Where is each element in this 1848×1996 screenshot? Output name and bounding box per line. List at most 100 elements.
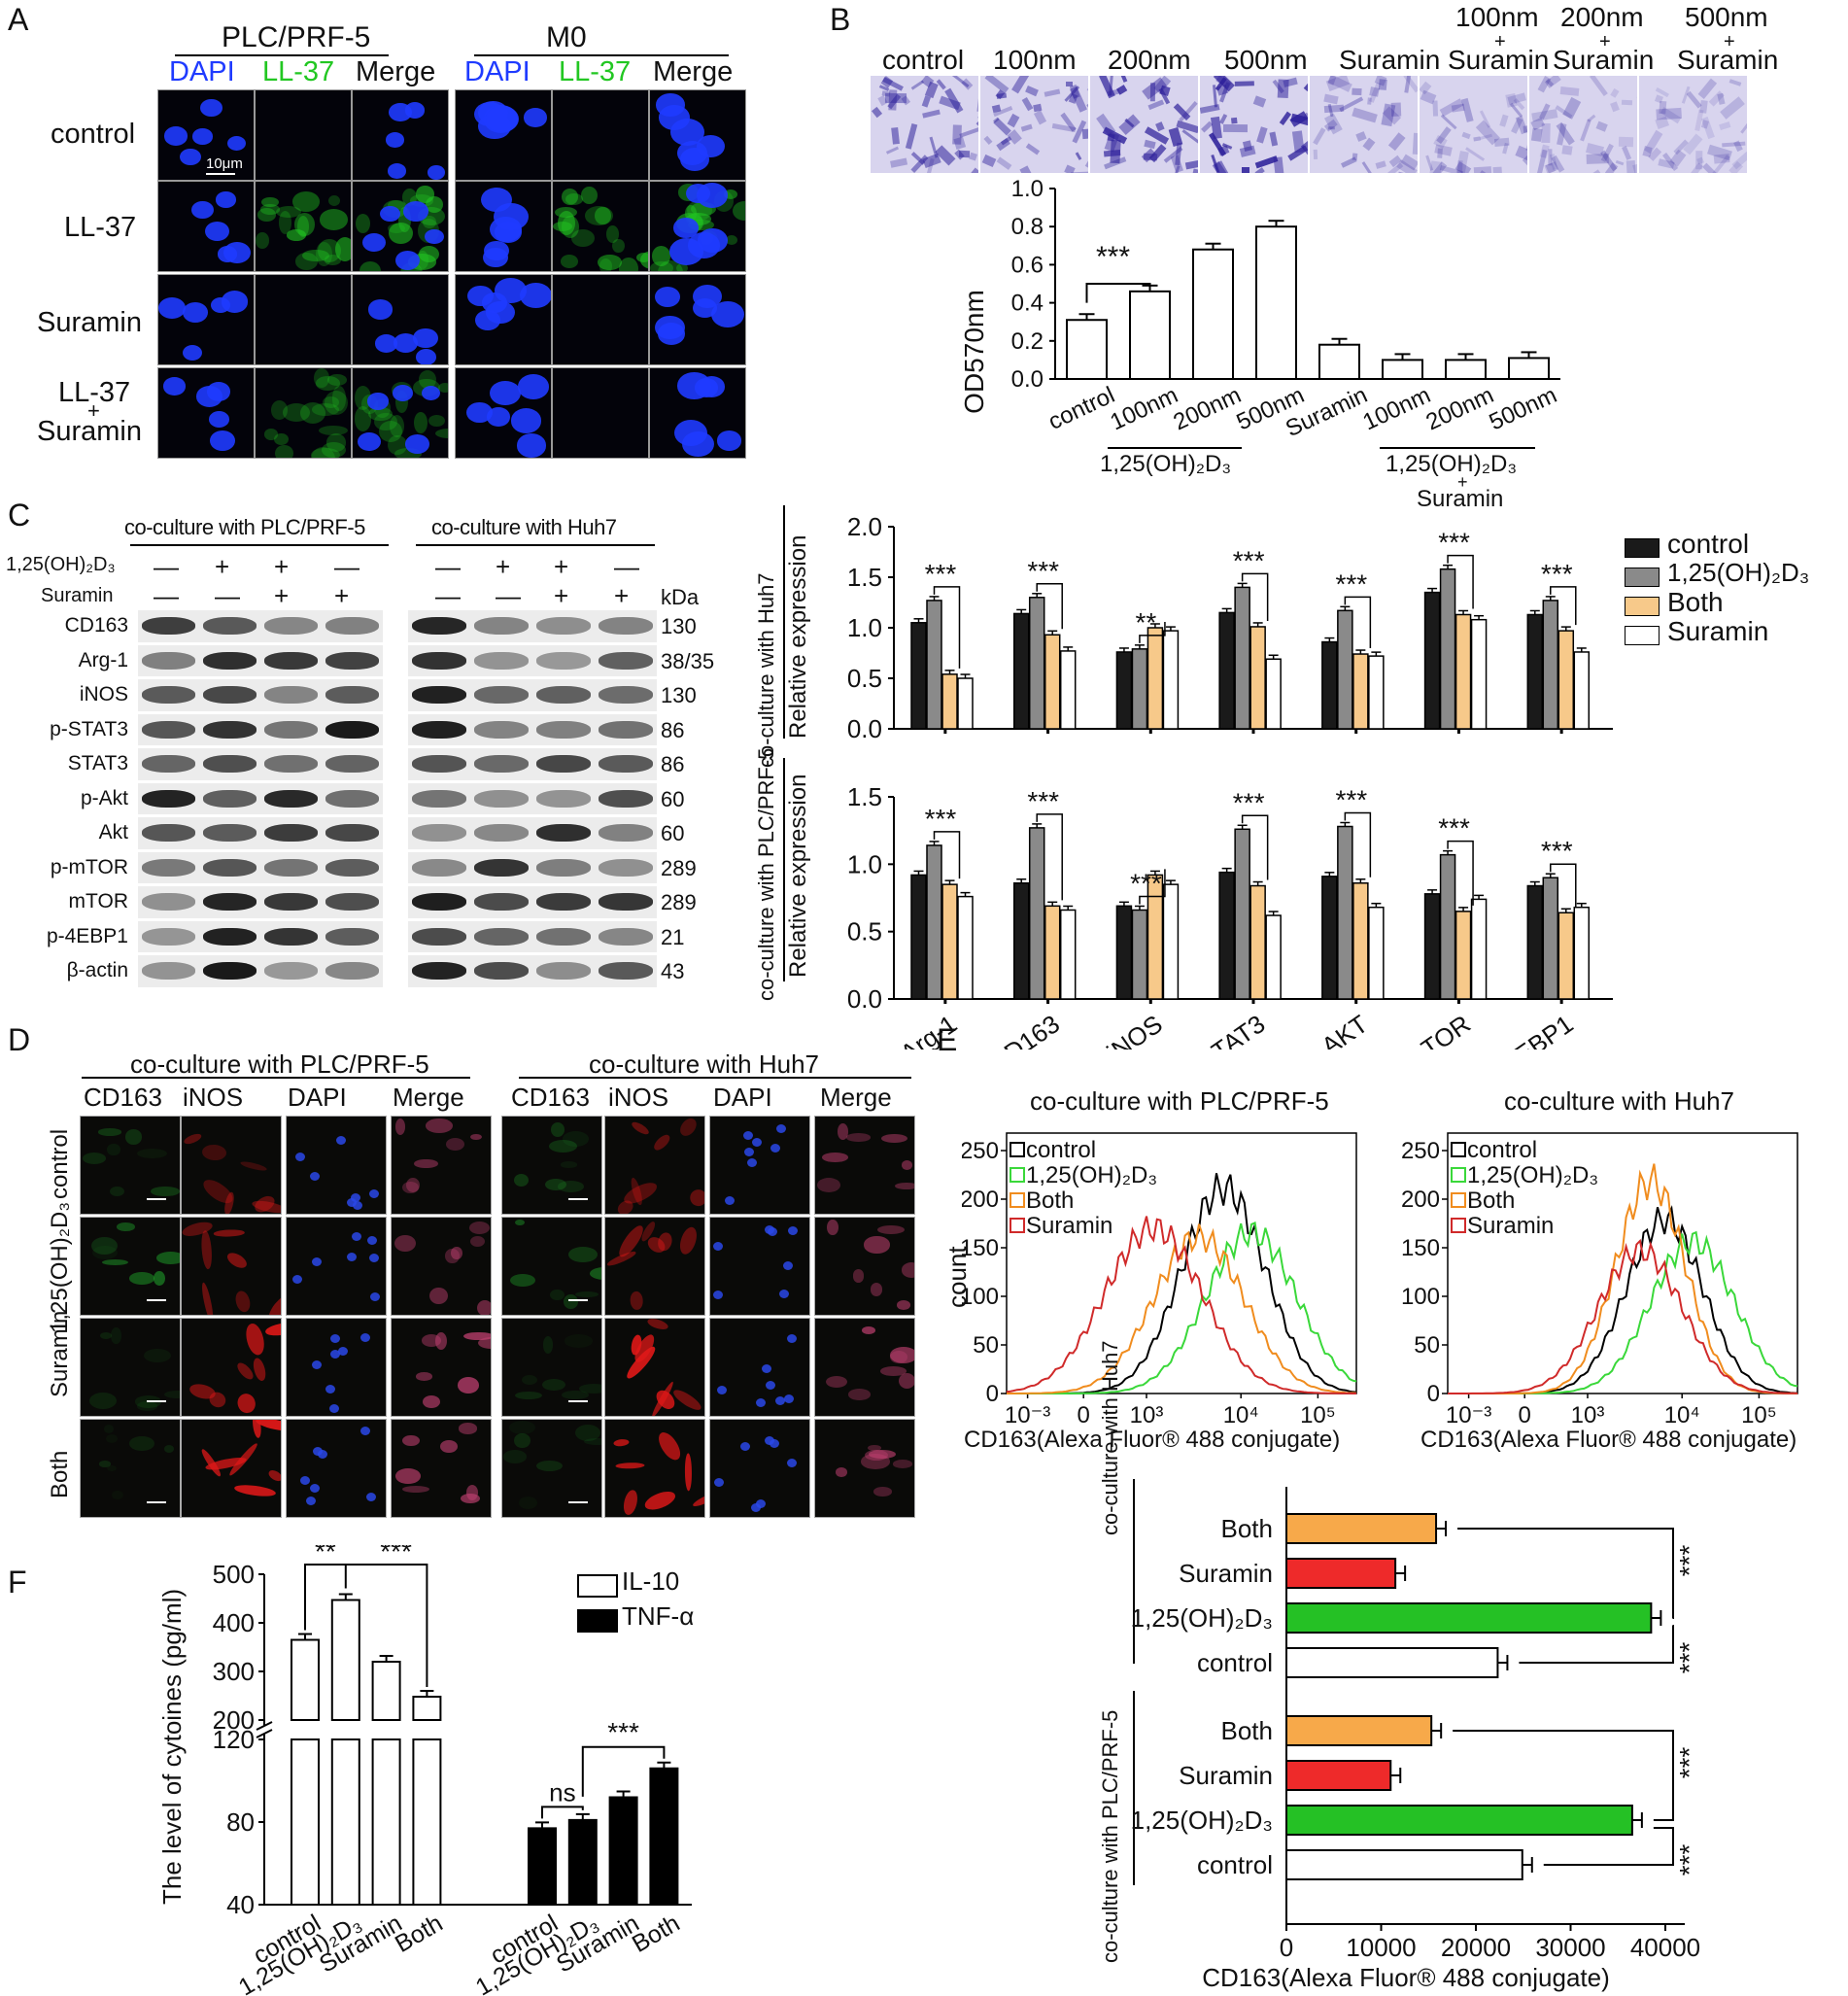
- hist-legend-label: Suramin: [1026, 1213, 1112, 1239]
- treat2-sign: +: [334, 581, 350, 610]
- stained-cells: [1355, 131, 1367, 142]
- panel-c-xtick-label: p-STAT3: [1174, 1009, 1270, 1050]
- blot-strip: [138, 955, 383, 987]
- cd163-signal: [509, 1273, 536, 1288]
- mw-label: 130: [661, 614, 697, 638]
- legend-swatch-vd: [1625, 568, 1660, 587]
- panel-b-bar: [1066, 319, 1108, 381]
- panel-a-ch-dapi-1: DAPI: [169, 56, 235, 87]
- nucleus: [209, 430, 235, 451]
- mw-label: 289: [661, 890, 697, 914]
- merge-signal: [402, 1434, 420, 1447]
- cd163-signal: [562, 1130, 589, 1147]
- panel-e-category-label: Both: [1221, 1514, 1274, 1543]
- ll37-signal: [378, 420, 403, 443]
- panel-f-sig: ***: [380, 1545, 412, 1566]
- stained-cells: [1234, 81, 1254, 86]
- inos-signal: [224, 1250, 250, 1271]
- ll37-signal: [726, 234, 738, 246]
- blot-band: [264, 858, 318, 877]
- panel-f-legend-0: IL-10: [622, 1566, 680, 1596]
- blot-strip: [408, 851, 657, 883]
- ll37-signal: [316, 376, 341, 391]
- panel-c-sig-bracket: [1344, 811, 1372, 878]
- panel-c-bar: [1265, 914, 1282, 1000]
- dapi-signal: [786, 1334, 797, 1344]
- stained-cells: [1118, 114, 1141, 135]
- panel-c-bar: [1423, 591, 1441, 730]
- transwell-image: [1529, 76, 1637, 173]
- panel-d-tile: [286, 1318, 387, 1417]
- ll37-signal: [394, 448, 423, 458]
- nucleus: [679, 147, 709, 171]
- legend-swatch-both: [1625, 597, 1660, 616]
- transwell-image: [980, 76, 1088, 173]
- hist-ytick-label: 250: [962, 1138, 999, 1164]
- blot-band: [474, 927, 529, 946]
- merge-signal: [434, 1332, 447, 1351]
- panel-c-bar: [1044, 634, 1061, 730]
- inos-signal: [670, 1387, 703, 1413]
- cd163-signal: [578, 1384, 601, 1394]
- panel-c-sig: ***: [925, 559, 957, 589]
- micrograph-tile: [455, 274, 552, 365]
- dapi-signal: [747, 1158, 758, 1168]
- dapi-signal: [353, 1201, 362, 1211]
- inos-signal: [684, 1453, 693, 1492]
- inos-signal: [675, 1117, 700, 1140]
- panel-d-tile: [709, 1419, 810, 1518]
- hist-curve: [1007, 1223, 1357, 1394]
- panel-f-sig: ***: [607, 1717, 639, 1747]
- dapi-signal: [318, 1449, 328, 1459]
- merge-signal: [458, 1377, 480, 1394]
- nucleus: [405, 433, 430, 454]
- inos-signal: [621, 1489, 640, 1517]
- stained-cells: [1192, 168, 1198, 173]
- stained-cells: [1621, 99, 1633, 106]
- cd163-signal: [105, 1433, 118, 1443]
- stained-cells: [1559, 86, 1580, 97]
- panel-b-xtick-label: 200nm: [1422, 382, 1498, 435]
- dapi-signal: [370, 1292, 381, 1302]
- panel-f-ytick-label: 120: [213, 1725, 255, 1754]
- cd163-signal: [558, 1180, 585, 1192]
- ll37-signal: [359, 260, 381, 271]
- legend-swatch-suramin: [1625, 626, 1660, 645]
- blot-band: [536, 789, 591, 808]
- cd163-signal: [574, 1424, 600, 1441]
- stained-cells: [885, 146, 899, 155]
- nucleus: [362, 233, 386, 253]
- micrograph-tile: [157, 181, 255, 272]
- ll37-signal: [388, 223, 406, 234]
- dapi-signal: [740, 1441, 751, 1451]
- panel-c-sig: ***: [1233, 545, 1265, 575]
- panel-c-bar: [1234, 828, 1250, 1000]
- blot-band: [325, 720, 379, 739]
- legend-swatch-control: [1625, 538, 1660, 558]
- merge-signal: [827, 1219, 838, 1236]
- dapi-signal: [742, 1130, 753, 1140]
- panel-e-bar-group-huh7: co-culture with Huh7: [1098, 1340, 1122, 1535]
- nucleus: [687, 232, 721, 258]
- mw-label: 86: [661, 752, 685, 776]
- panel-a-ch-merge-1: Merge: [356, 56, 436, 87]
- blot-band: [264, 824, 318, 843]
- dapi-signal: [337, 1347, 348, 1357]
- panel-a-row-control: control: [51, 119, 136, 150]
- panel-c-sig: ***: [1438, 813, 1470, 843]
- blot-band: [536, 755, 591, 774]
- nucleus: [424, 228, 444, 245]
- panel-c-kda: kDa: [661, 585, 700, 609]
- ll37-signal: [723, 189, 738, 200]
- panel-b-chart: OD570nm1.00.80.60.40.20.0control100nm200…: [962, 176, 1561, 442]
- cd163-signal: [564, 1334, 594, 1348]
- ll37-signal: [612, 239, 625, 254]
- panel-c-ytick-label: 0.0: [847, 714, 882, 743]
- merge-signal: [465, 1484, 479, 1500]
- micrograph-tile: [649, 181, 746, 272]
- panel-d-channel-label: DAPI: [288, 1083, 347, 1112]
- treat1-sign: —: [614, 552, 639, 581]
- blot-strip: [138, 886, 383, 918]
- hist-xtick-label: 10⁵: [1741, 1402, 1777, 1428]
- stained-cells: [1081, 127, 1088, 140]
